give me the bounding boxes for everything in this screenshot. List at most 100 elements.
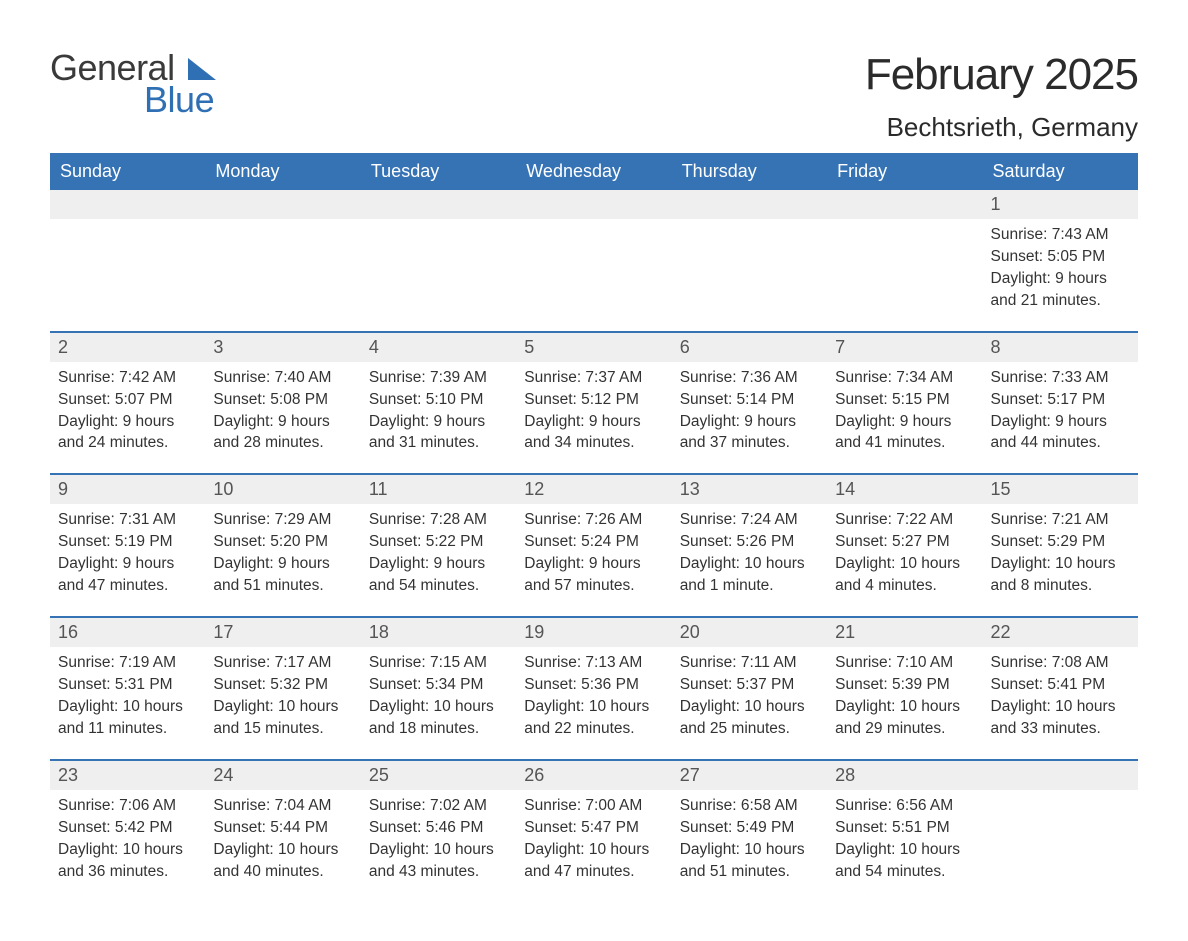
weekday-header: Monday — [205, 153, 360, 190]
day-number-cell: 19 — [516, 617, 671, 647]
sunset-text: Sunset: 5:42 PM — [58, 818, 197, 839]
day-detail: Sunrise: 6:56 AMSunset: 5:51 PMDaylight:… — [835, 796, 974, 883]
day-number: 25 — [369, 765, 389, 785]
sunset-text: Sunset: 5:46 PM — [369, 818, 508, 839]
sunrise-text: Sunrise: 6:56 AM — [835, 796, 974, 817]
daylight2-text: and 15 minutes. — [213, 719, 352, 740]
day-number: 24 — [213, 765, 233, 785]
sunset-text: Sunset: 5:34 PM — [369, 675, 508, 696]
day-number-cell — [827, 190, 982, 219]
day-detail-cell: Sunrise: 7:34 AMSunset: 5:15 PMDaylight:… — [827, 362, 982, 475]
day-number: 21 — [835, 622, 855, 642]
day-number-cell: 10 — [205, 474, 360, 504]
day-number: 19 — [524, 622, 544, 642]
sunrise-text: Sunrise: 6:58 AM — [680, 796, 819, 817]
daylight1-text: Daylight: 9 hours — [524, 412, 663, 433]
sunrise-text: Sunrise: 7:26 AM — [524, 510, 663, 531]
day-detail: Sunrise: 7:15 AMSunset: 5:34 PMDaylight:… — [369, 653, 508, 740]
sunrise-text: Sunrise: 7:02 AM — [369, 796, 508, 817]
daylight1-text: Daylight: 10 hours — [213, 840, 352, 861]
sunset-text: Sunset: 5:19 PM — [58, 532, 197, 553]
day-detail: Sunrise: 7:36 AMSunset: 5:14 PMDaylight:… — [680, 368, 819, 455]
sunrise-text: Sunrise: 7:36 AM — [680, 368, 819, 389]
daylight1-text: Daylight: 9 hours — [213, 554, 352, 575]
sunset-text: Sunset: 5:22 PM — [369, 532, 508, 553]
daylight1-text: Daylight: 9 hours — [369, 412, 508, 433]
daylight1-text: Daylight: 10 hours — [58, 840, 197, 861]
day-detail: Sunrise: 7:39 AMSunset: 5:10 PMDaylight:… — [369, 368, 508, 455]
day-detail-row: Sunrise: 7:31 AMSunset: 5:19 PMDaylight:… — [50, 504, 1138, 617]
day-detail: Sunrise: 7:19 AMSunset: 5:31 PMDaylight:… — [58, 653, 197, 740]
daylight2-text: and 54 minutes. — [835, 862, 974, 883]
day-number-cell: 23 — [50, 760, 205, 790]
sunrise-text: Sunrise: 7:00 AM — [524, 796, 663, 817]
daylight2-text: and 37 minutes. — [680, 433, 819, 454]
sunset-text: Sunset: 5:51 PM — [835, 818, 974, 839]
daylight1-text: Daylight: 10 hours — [524, 697, 663, 718]
daylight1-text: Daylight: 10 hours — [835, 697, 974, 718]
day-number: 15 — [991, 479, 1011, 499]
day-number-cell: 4 — [361, 332, 516, 362]
daylight2-text: and 24 minutes. — [58, 433, 197, 454]
day-number: 22 — [991, 622, 1011, 642]
day-number: 26 — [524, 765, 544, 785]
daylight2-text: and 29 minutes. — [835, 719, 974, 740]
day-detail-cell: Sunrise: 7:28 AMSunset: 5:22 PMDaylight:… — [361, 504, 516, 617]
day-number-cell: 26 — [516, 760, 671, 790]
day-detail-cell: Sunrise: 7:17 AMSunset: 5:32 PMDaylight:… — [205, 647, 360, 760]
day-detail-cell: Sunrise: 7:31 AMSunset: 5:19 PMDaylight:… — [50, 504, 205, 617]
daylight2-text: and 51 minutes. — [213, 576, 352, 597]
sunrise-text: Sunrise: 7:29 AM — [213, 510, 352, 531]
day-number: 28 — [835, 765, 855, 785]
sunset-text: Sunset: 5:44 PM — [213, 818, 352, 839]
day-number-cell: 24 — [205, 760, 360, 790]
day-number-cell: 17 — [205, 617, 360, 647]
day-detail-cell: Sunrise: 7:00 AMSunset: 5:47 PMDaylight:… — [516, 790, 671, 902]
daylight2-text: and 4 minutes. — [835, 576, 974, 597]
day-detail-row: Sunrise: 7:42 AMSunset: 5:07 PMDaylight:… — [50, 362, 1138, 475]
day-number-cell — [516, 190, 671, 219]
sunrise-text: Sunrise: 7:37 AM — [524, 368, 663, 389]
daylight2-text: and 51 minutes. — [680, 862, 819, 883]
logo-text: General Blue — [50, 50, 216, 118]
day-detail: Sunrise: 7:10 AMSunset: 5:39 PMDaylight:… — [835, 653, 974, 740]
day-number-cell: 3 — [205, 332, 360, 362]
day-number: 6 — [680, 337, 690, 357]
daylight1-text: Daylight: 10 hours — [680, 697, 819, 718]
sunset-text: Sunset: 5:31 PM — [58, 675, 197, 696]
day-detail: Sunrise: 7:04 AMSunset: 5:44 PMDaylight:… — [213, 796, 352, 883]
day-number: 17 — [213, 622, 233, 642]
day-number-cell: 22 — [983, 617, 1138, 647]
sunset-text: Sunset: 5:15 PM — [835, 390, 974, 411]
daylight2-text: and 40 minutes. — [213, 862, 352, 883]
day-number-cell: 18 — [361, 617, 516, 647]
sunset-text: Sunset: 5:36 PM — [524, 675, 663, 696]
day-number: 16 — [58, 622, 78, 642]
day-detail-cell: Sunrise: 7:33 AMSunset: 5:17 PMDaylight:… — [983, 362, 1138, 475]
day-number: 20 — [680, 622, 700, 642]
day-detail: Sunrise: 7:06 AMSunset: 5:42 PMDaylight:… — [58, 796, 197, 883]
day-detail-cell: Sunrise: 7:42 AMSunset: 5:07 PMDaylight:… — [50, 362, 205, 475]
daylight1-text: Daylight: 10 hours — [835, 554, 974, 575]
daylight2-text: and 47 minutes. — [524, 862, 663, 883]
sunset-text: Sunset: 5:37 PM — [680, 675, 819, 696]
day-detail: Sunrise: 6:58 AMSunset: 5:49 PMDaylight:… — [680, 796, 819, 883]
sunset-text: Sunset: 5:08 PM — [213, 390, 352, 411]
sunset-text: Sunset: 5:12 PM — [524, 390, 663, 411]
day-number: 5 — [524, 337, 534, 357]
daylight1-text: Daylight: 10 hours — [835, 840, 974, 861]
daylight2-text: and 1 minute. — [680, 576, 819, 597]
day-number-row: 1 — [50, 190, 1138, 219]
day-detail-cell: Sunrise: 7:40 AMSunset: 5:08 PMDaylight:… — [205, 362, 360, 475]
daylight1-text: Daylight: 9 hours — [58, 554, 197, 575]
daylight2-text: and 11 minutes. — [58, 719, 197, 740]
day-detail-cell: Sunrise: 7:22 AMSunset: 5:27 PMDaylight:… — [827, 504, 982, 617]
sunset-text: Sunset: 5:39 PM — [835, 675, 974, 696]
day-number: 11 — [369, 479, 388, 499]
day-number-cell: 27 — [672, 760, 827, 790]
day-detail-cell — [827, 219, 982, 332]
daylight1-text: Daylight: 10 hours — [369, 840, 508, 861]
sunrise-text: Sunrise: 7:28 AM — [369, 510, 508, 531]
sunrise-text: Sunrise: 7:04 AM — [213, 796, 352, 817]
sunrise-text: Sunrise: 7:17 AM — [213, 653, 352, 674]
